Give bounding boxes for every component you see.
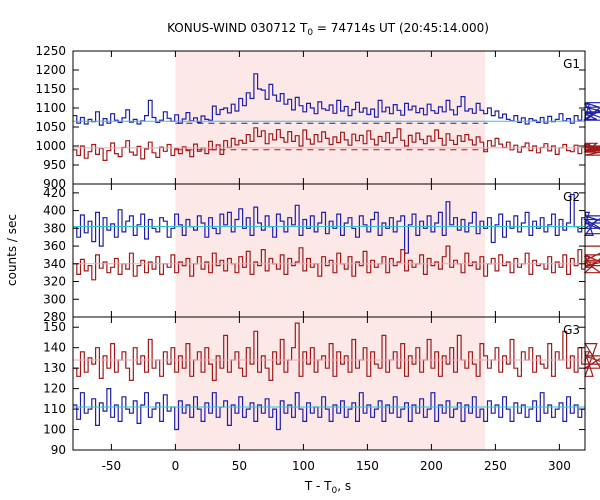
series-g3-red xyxy=(73,322,600,381)
panel-g3: 90 100 110 120 130 140 150 G3 xyxy=(43,316,600,457)
y-tick-label: 1050 xyxy=(35,120,66,134)
x-tick-label: 100 xyxy=(292,459,315,473)
y-tick-label: 100 xyxy=(43,423,66,437)
y-tick-label: 320 xyxy=(43,275,66,289)
y-tick-label: 90 xyxy=(51,443,66,457)
series-g1-red xyxy=(73,127,600,161)
highlight-interval xyxy=(175,51,486,450)
y-tick-label: 1000 xyxy=(35,139,66,153)
y-tick-label: 360 xyxy=(43,239,66,253)
y-tick-label: 120 xyxy=(43,382,66,396)
y-axis-label: counts / sec xyxy=(5,214,19,286)
x-tick-label: 0 xyxy=(172,459,180,473)
y-tick-label: 1100 xyxy=(35,101,66,115)
x-tick-label: 50 xyxy=(232,459,247,473)
y-tick-label: 420 xyxy=(43,186,66,200)
y-tick-label: 140 xyxy=(43,341,66,355)
x-tick-label: 200 xyxy=(420,459,443,473)
y-tick-label: 340 xyxy=(43,257,66,271)
x-axis-label: T - T0, s xyxy=(304,479,351,496)
panel-g1: 900 950 1000 1050 1100 1150 1200 1250 G1 xyxy=(35,44,600,191)
y-tick-label: 400 xyxy=(43,204,66,218)
x-tick-label: 250 xyxy=(484,459,507,473)
panel-label-g1: G1 xyxy=(563,57,580,71)
x-tick-label: -50 xyxy=(102,459,122,473)
y-tick-label: 1150 xyxy=(35,82,66,96)
y-tick-label: 900 xyxy=(43,177,66,191)
y-tick-label: 1250 xyxy=(35,44,66,58)
panel-g2: 280 300 320 340 360 380 400 420 G2 xyxy=(43,183,600,324)
y-tick-label: 380 xyxy=(43,221,66,235)
series-g2-blue xyxy=(73,194,600,254)
series-g3-blue xyxy=(73,388,585,431)
y-tick-label: 150 xyxy=(43,320,66,334)
panel-label-g3: G3 xyxy=(563,323,580,337)
x-tick-label: 300 xyxy=(548,459,571,473)
y-tick-label: 300 xyxy=(43,292,66,306)
series-g1-blue xyxy=(73,73,600,126)
y-tick-label: 1200 xyxy=(35,63,66,77)
plot-layer: 900950100010501100115012001250G128030032… xyxy=(35,44,600,473)
y-tick-label: 110 xyxy=(43,402,66,416)
x-tick-label: 150 xyxy=(356,459,379,473)
y-tick-label: 950 xyxy=(43,158,66,172)
y-tick-label: 280 xyxy=(43,310,66,324)
y-tick-label: 130 xyxy=(43,361,66,375)
panel-label-g2: G2 xyxy=(563,190,580,204)
chart-title: KONUS-WIND 030712 T0 = 74714s UT (20:45:… xyxy=(167,21,489,38)
panel-frame xyxy=(72,316,586,451)
